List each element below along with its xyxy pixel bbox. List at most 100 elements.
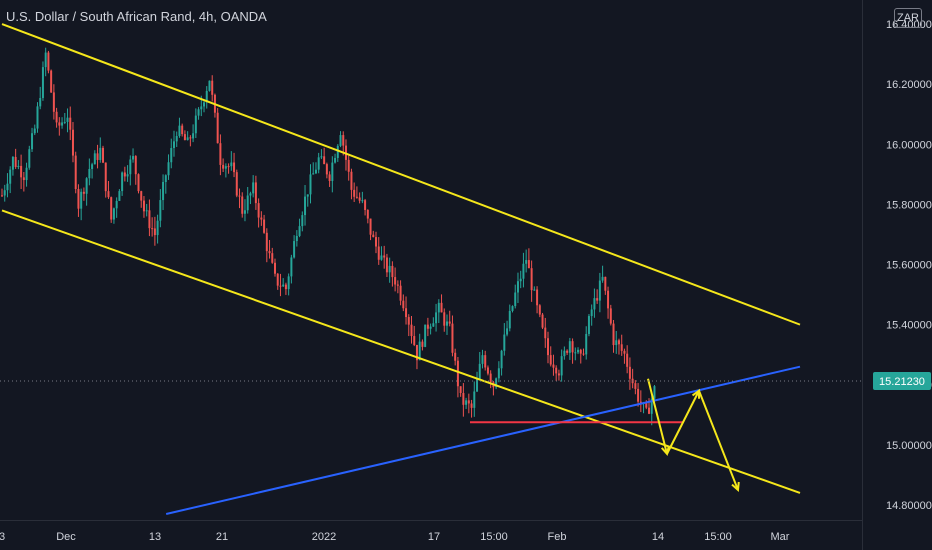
candle-body xyxy=(172,141,175,149)
candle xyxy=(478,351,481,381)
candle xyxy=(282,278,285,287)
candle-body xyxy=(263,219,266,233)
x-tick-label: 17 xyxy=(428,531,440,543)
candle xyxy=(183,130,186,141)
candle xyxy=(462,383,465,417)
candle xyxy=(484,350,487,371)
candle xyxy=(208,80,211,92)
candle-body xyxy=(563,350,566,357)
candle-body xyxy=(22,177,25,181)
candle-body xyxy=(200,106,203,110)
candle-body xyxy=(28,149,31,168)
candle xyxy=(516,272,519,303)
candle xyxy=(426,317,429,337)
channel-lower-line xyxy=(1,209,801,494)
candle-body xyxy=(317,157,320,170)
candle-body xyxy=(568,341,571,353)
candle-body xyxy=(132,156,135,160)
candle xyxy=(306,194,309,207)
candle xyxy=(555,365,558,381)
candle-body xyxy=(33,128,36,134)
candle xyxy=(47,50,50,74)
candle xyxy=(527,248,530,269)
candle-body xyxy=(115,200,118,209)
candle-body xyxy=(525,260,528,264)
candle-body xyxy=(437,302,440,313)
candle xyxy=(28,145,31,170)
y-tick-label: 15.60000 xyxy=(886,260,932,272)
candle-body xyxy=(17,165,20,168)
candle xyxy=(443,308,446,332)
candle xyxy=(140,190,143,208)
candle-body xyxy=(396,284,399,286)
candle xyxy=(369,218,372,241)
candle xyxy=(435,303,438,332)
candle-body xyxy=(208,80,211,91)
candle xyxy=(421,339,424,351)
currency-badge[interactable]: ZAR xyxy=(894,8,922,28)
candle xyxy=(293,235,296,259)
candle-body xyxy=(197,109,200,116)
time-axis[interactable]: 3 Dec 13 21 2022 17 15:00 Feb 14 15:00 Mar xyxy=(0,531,790,543)
candle-body xyxy=(121,172,124,192)
x-tick-label: 14 xyxy=(652,531,664,543)
candle xyxy=(172,130,175,157)
candle-body xyxy=(334,157,337,163)
drawings[interactable] xyxy=(0,23,862,515)
candle xyxy=(637,383,640,407)
price-axis[interactable]: 16.40000 16.20000 16.00000 15.80000 15.60000… xyxy=(873,19,932,512)
candle xyxy=(336,144,339,162)
candle xyxy=(544,317,547,348)
candle-body xyxy=(211,80,214,95)
candle-body xyxy=(50,70,53,93)
candle xyxy=(77,184,80,217)
candle xyxy=(189,135,192,147)
candle xyxy=(639,390,642,413)
candle xyxy=(33,124,36,136)
candle-body xyxy=(522,263,525,279)
candle-body xyxy=(626,353,629,367)
candle-body xyxy=(3,190,6,196)
candle-body xyxy=(407,317,410,325)
candle xyxy=(536,286,539,314)
candle xyxy=(82,187,85,201)
candle-body xyxy=(320,156,323,158)
candle-body xyxy=(328,174,331,181)
candle xyxy=(203,100,206,113)
candle xyxy=(290,254,293,284)
candle-body xyxy=(503,334,506,351)
candle xyxy=(429,323,432,335)
candle-body xyxy=(648,407,651,414)
candle-body xyxy=(39,97,42,107)
candle-body xyxy=(527,260,530,269)
candle xyxy=(44,47,47,77)
candle xyxy=(110,196,113,223)
candle xyxy=(347,155,350,181)
y-tick-label: 16.20000 xyxy=(886,79,932,91)
candle xyxy=(268,239,271,259)
candle xyxy=(107,181,110,199)
candle xyxy=(350,168,353,200)
candle xyxy=(91,162,94,179)
candle xyxy=(88,158,91,186)
candle xyxy=(55,107,58,128)
candle xyxy=(284,282,287,295)
candle xyxy=(312,162,315,175)
candle xyxy=(342,131,345,156)
candle xyxy=(102,145,105,164)
candle-body xyxy=(514,292,517,307)
candle-body xyxy=(162,182,165,201)
candle xyxy=(459,386,462,397)
candle-body xyxy=(309,174,312,195)
candle-body xyxy=(421,341,424,347)
candle-body xyxy=(36,106,39,129)
candle-body xyxy=(52,92,55,112)
candle xyxy=(159,189,162,228)
candle xyxy=(530,260,533,302)
candle-body xyxy=(126,174,129,177)
candle xyxy=(563,346,566,360)
candle-body xyxy=(445,321,448,326)
candle xyxy=(194,108,197,139)
candle xyxy=(514,284,517,309)
